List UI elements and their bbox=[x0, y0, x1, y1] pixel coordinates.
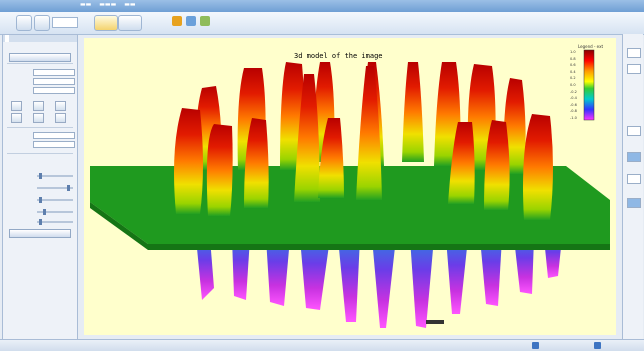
peaks-front bbox=[174, 66, 553, 220]
legend-colorbar bbox=[583, 49, 595, 121]
legend-tick: 0.0 bbox=[570, 83, 576, 87]
legend-tick: 0.8 bbox=[570, 56, 576, 61]
plot-title: 3d model of the image bbox=[294, 52, 383, 60]
menu-item-2[interactable]: ▬▬▬ bbox=[99, 1, 117, 8]
status-icon-2[interactable] bbox=[594, 342, 601, 349]
status-icon[interactable] bbox=[532, 342, 539, 349]
legend-tick: -0.2 bbox=[570, 89, 577, 94]
row-2 bbox=[7, 78, 75, 85]
row-6 bbox=[7, 173, 73, 181]
arrow-right-button[interactable] bbox=[55, 113, 66, 123]
toolbar-ribbon bbox=[0, 12, 644, 35]
legend-tick: -0.8 bbox=[570, 109, 577, 114]
settings-icon[interactable] bbox=[172, 16, 182, 26]
slider-1[interactable] bbox=[37, 173, 73, 179]
legend-tick: -1.0 bbox=[570, 116, 577, 120]
slider-4[interactable] bbox=[37, 209, 73, 215]
panel-bottom-button[interactable] bbox=[9, 229, 71, 238]
arrow-up-button[interactable] bbox=[33, 101, 44, 111]
slider-3[interactable] bbox=[37, 197, 73, 203]
legend-label: Legend - ext bbox=[578, 44, 604, 49]
legend-tick: 0.4 bbox=[570, 69, 576, 74]
right-tool-5[interactable] bbox=[627, 174, 641, 184]
row-9 bbox=[7, 209, 73, 217]
play-button[interactable] bbox=[94, 15, 118, 31]
arrow-up-right-button[interactable] bbox=[55, 101, 66, 111]
slider-5[interactable] bbox=[37, 219, 73, 225]
right-tool-6[interactable] bbox=[627, 198, 641, 208]
dropdown-1[interactable] bbox=[33, 69, 75, 76]
divider bbox=[7, 153, 73, 154]
row-8 bbox=[7, 197, 73, 205]
arrow-up-left-button[interactable] bbox=[11, 101, 22, 111]
legend-tick: -0.6 bbox=[570, 102, 577, 107]
status-bar bbox=[0, 339, 644, 351]
left-control-panel bbox=[2, 34, 78, 341]
tab-1[interactable] bbox=[5, 35, 9, 42]
right-tool-4[interactable] bbox=[627, 152, 641, 162]
panel-top-button[interactable] bbox=[9, 53, 71, 62]
info-icon[interactable] bbox=[200, 16, 210, 26]
surface-plot bbox=[90, 49, 610, 328]
title-bar: ▬▬ ▬▬▬ ▬▬ bbox=[0, 0, 644, 12]
menu-item-1[interactable]: ▬▬ bbox=[80, 1, 92, 8]
dropdown-2[interactable] bbox=[33, 78, 75, 85]
dropdown-4[interactable] bbox=[33, 132, 75, 139]
help-icon[interactable] bbox=[186, 16, 196, 26]
row-7 bbox=[7, 185, 73, 193]
valleys bbox=[196, 238, 562, 328]
toolbar-field[interactable] bbox=[52, 17, 78, 28]
legend-tick: 0.2 bbox=[570, 76, 576, 81]
divider bbox=[7, 63, 73, 64]
row-5 bbox=[7, 141, 75, 148]
row-3 bbox=[7, 87, 75, 94]
stop-button[interactable] bbox=[118, 15, 142, 31]
legend-tick: 0.6 bbox=[570, 63, 576, 68]
menu-item-3[interactable]: ▬▬ bbox=[124, 1, 136, 8]
right-tool-3[interactable] bbox=[627, 126, 641, 136]
dropdown-3[interactable] bbox=[33, 87, 75, 94]
arrow-center-button[interactable] bbox=[33, 113, 44, 123]
right-tool-1[interactable] bbox=[627, 48, 641, 58]
panel-tabs bbox=[3, 35, 77, 42]
arrow-left-button[interactable] bbox=[11, 113, 22, 123]
divider bbox=[7, 127, 73, 128]
row-10 bbox=[7, 219, 73, 227]
menu-bar: ▬▬ ▬▬▬ ▬▬ bbox=[80, 1, 142, 8]
3d-plot-area[interactable]: 3d model of the image Legend - ext 1.0 0.… bbox=[84, 38, 616, 335]
dropdown-5[interactable] bbox=[33, 141, 75, 148]
save-button[interactable] bbox=[34, 15, 50, 31]
tab-2[interactable] bbox=[33, 35, 37, 42]
row-1 bbox=[7, 69, 75, 76]
row-4 bbox=[7, 132, 75, 139]
legend-tick: 1.0 bbox=[570, 50, 576, 54]
open-button[interactable] bbox=[16, 15, 32, 31]
slider-2[interactable] bbox=[37, 185, 73, 191]
right-tool-panel bbox=[622, 34, 643, 339]
right-tool-2[interactable] bbox=[627, 64, 641, 74]
legend-tick: -0.4 bbox=[570, 96, 577, 101]
